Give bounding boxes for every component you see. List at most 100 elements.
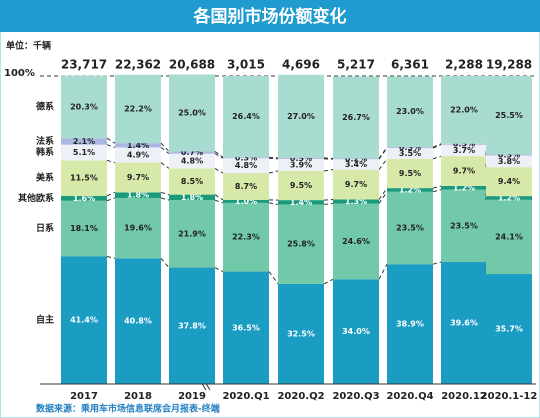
value-label: 11.5% (70, 174, 98, 183)
connector (432, 189, 442, 193)
title-bar (0, 0, 540, 32)
bar-segment (333, 203, 379, 280)
bar-segment (333, 169, 379, 200)
bar-segment (441, 143, 487, 145)
bar-segment (486, 167, 532, 197)
value-label: 23.5% (450, 221, 478, 230)
bar-segment (387, 188, 433, 192)
connector (106, 137, 116, 144)
source: 数据来源：乘用车市场信息联席会月报表-终端 (36, 403, 220, 415)
legend-label: 法系 (36, 135, 54, 147)
value-label: 0.3% (498, 151, 520, 160)
bar-segment (61, 200, 107, 257)
bar-segment (333, 199, 379, 204)
value-label: 34.0% (342, 327, 370, 336)
value-label: 22.0% (450, 105, 478, 114)
value-label: 9.5% (290, 181, 312, 190)
value-label: 39.6% (450, 319, 478, 328)
bar-segment (223, 158, 269, 174)
bar-segment (223, 157, 269, 159)
bar-segment (441, 262, 487, 384)
connector (323, 203, 334, 205)
value-label: 24.6% (342, 237, 370, 246)
connector (214, 153, 224, 159)
bar-segment (115, 74, 161, 144)
bar-segment (223, 173, 269, 200)
y-tick-label: 100% (4, 68, 35, 79)
x-tick-label: 2020.Q1 (222, 391, 269, 402)
value-label: 25.0% (178, 108, 206, 117)
value-label: 25.8% (287, 240, 315, 249)
bar-segment (61, 138, 107, 145)
value-label: 1.4% (127, 141, 149, 150)
bar-segment (61, 256, 107, 384)
x-tick-label: 2020.12 (441, 391, 487, 402)
value-label: 0.7% (181, 148, 203, 157)
x-tick-label: 2019 (178, 391, 206, 402)
bar-segment (115, 162, 161, 193)
value-label: 2.1% (73, 137, 95, 146)
bar-segment (278, 204, 324, 284)
connector (214, 199, 224, 204)
value-label: 0.3% (399, 143, 421, 152)
connector (323, 157, 334, 160)
bar-segment (223, 271, 269, 384)
connector (160, 258, 170, 268)
x-tick-label: 2020.Q3 (332, 391, 379, 402)
bar-segment (387, 148, 433, 159)
bar-segment (278, 283, 324, 384)
connector (214, 167, 224, 174)
bar-segment (441, 156, 487, 186)
connector (432, 261, 442, 265)
bar-segment (169, 194, 215, 201)
bar-segment (169, 168, 215, 195)
value-label: 4.8% (235, 161, 257, 170)
bar-segment (387, 76, 433, 148)
bar-segment (486, 196, 532, 200)
bar-segment (387, 158, 433, 189)
total-label: 22,362 (115, 58, 161, 72)
total-label: 6,361 (391, 58, 429, 72)
bar-segment (333, 76, 379, 159)
bar-segment (278, 170, 324, 201)
connector (160, 162, 170, 169)
value-label: 20.3% (70, 102, 98, 111)
connector (106, 144, 116, 148)
bar-segment (61, 75, 107, 139)
value-label: 41.4% (70, 316, 98, 325)
connector (268, 157, 279, 160)
connector (432, 143, 442, 148)
total-label: 2,288 (445, 58, 483, 72)
value-label: 3.8% (498, 157, 520, 166)
bar-segment (333, 279, 379, 384)
value-label: 1.6% (73, 194, 95, 203)
bar-segment (61, 195, 107, 201)
connector (214, 267, 224, 273)
connector (268, 202, 279, 205)
bar-segment (441, 76, 487, 144)
value-label: 22.2% (124, 104, 152, 113)
x-tick-label: 2020.1-12 (481, 391, 538, 402)
value-label: 8.5% (181, 177, 203, 186)
value-label: 9.5% (399, 169, 421, 178)
connector (160, 142, 170, 152)
bar-segment (115, 192, 161, 198)
connector (106, 256, 116, 259)
bar-segment (115, 147, 161, 163)
value-label: 9.7% (127, 173, 149, 182)
value-label: 38.9% (396, 320, 424, 329)
bar-segment (333, 159, 379, 170)
bar-segment (278, 157, 324, 159)
value-label: 25.5% (495, 111, 523, 120)
bar-segment (486, 155, 532, 168)
value-label: 4.9% (127, 151, 149, 160)
value-label: 0.2% (345, 154, 367, 163)
value-label: 26.4% (232, 112, 260, 121)
total-label: 23,717 (61, 58, 107, 72)
connector (268, 170, 279, 174)
connector (268, 271, 279, 285)
x-tick-label: 2017 (70, 391, 98, 402)
total-label: 5,217 (337, 58, 375, 72)
connector (378, 191, 388, 204)
